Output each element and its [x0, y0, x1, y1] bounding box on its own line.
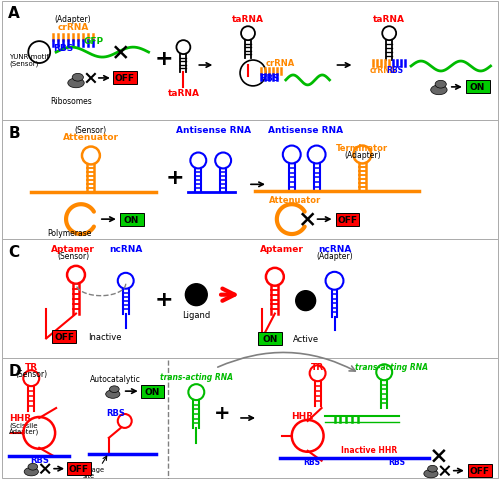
Text: (Adapter): (Adapter) — [344, 151, 381, 160]
FancyBboxPatch shape — [466, 81, 489, 94]
FancyBboxPatch shape — [140, 385, 164, 398]
Text: YUNR motif: YUNR motif — [10, 54, 50, 60]
Text: B: B — [8, 125, 20, 140]
Text: Attenuator: Attenuator — [63, 133, 119, 142]
Circle shape — [296, 291, 316, 311]
Text: ncRNA: ncRNA — [318, 245, 351, 254]
FancyBboxPatch shape — [67, 462, 91, 475]
Text: Terminator: Terminator — [336, 144, 388, 153]
Text: Antisense RNA: Antisense RNA — [176, 126, 251, 135]
Text: RBS: RBS — [106, 408, 125, 418]
Text: OFF: OFF — [69, 464, 89, 473]
Text: ON: ON — [262, 334, 278, 343]
Text: trans-acting RNA: trans-acting RNA — [160, 372, 233, 381]
Text: crRNA: crRNA — [58, 23, 88, 32]
Text: Inactive HHR: Inactive HHR — [341, 445, 398, 455]
Text: Autocatalytic: Autocatalytic — [90, 374, 141, 383]
Text: trans-acting RNA: trans-acting RNA — [354, 362, 428, 371]
Text: +: + — [214, 404, 230, 422]
Text: Adapter): Adapter) — [10, 428, 40, 434]
Text: Aptamer: Aptamer — [51, 245, 95, 254]
Text: RBS: RBS — [53, 44, 74, 52]
Text: Ligand: Ligand — [182, 311, 210, 319]
Text: (Scissile: (Scissile — [10, 422, 38, 428]
Text: Cleavage: Cleavage — [74, 466, 104, 472]
Text: Attenuator: Attenuator — [268, 195, 321, 204]
Ellipse shape — [106, 390, 120, 398]
Text: crRNA: crRNA — [266, 59, 295, 67]
Text: +: + — [154, 49, 173, 69]
Ellipse shape — [68, 79, 84, 89]
Text: D: D — [8, 363, 21, 379]
Text: Aptamer: Aptamer — [260, 245, 304, 254]
Text: (Adapter): (Adapter) — [316, 252, 353, 261]
Text: ON: ON — [470, 83, 486, 92]
Text: Ribosomes: Ribosomes — [50, 97, 92, 106]
Circle shape — [186, 284, 207, 306]
Text: HHR: HHR — [290, 412, 313, 420]
Text: RBS: RBS — [30, 455, 48, 464]
FancyBboxPatch shape — [120, 213, 144, 226]
Text: GFP: GFP — [84, 36, 104, 46]
Text: C: C — [8, 244, 20, 259]
Text: OFF: OFF — [338, 215, 357, 224]
Text: (Sensor): (Sensor) — [15, 369, 48, 378]
Text: site: site — [83, 472, 95, 478]
Ellipse shape — [428, 466, 438, 472]
Ellipse shape — [72, 74, 84, 82]
Text: (Adapter): (Adapter) — [54, 15, 92, 24]
Text: +: + — [154, 289, 173, 309]
Text: Active: Active — [293, 334, 319, 343]
Ellipse shape — [24, 468, 38, 476]
FancyBboxPatch shape — [468, 464, 491, 477]
Text: (Sensor): (Sensor) — [75, 126, 107, 135]
Text: OFF: OFF — [114, 74, 134, 83]
Text: crRNA: crRNA — [370, 66, 396, 75]
Text: Polymerase: Polymerase — [47, 228, 91, 237]
Text: OFF: OFF — [470, 466, 490, 475]
FancyBboxPatch shape — [52, 330, 76, 343]
Text: TR: TR — [311, 362, 324, 371]
FancyBboxPatch shape — [336, 213, 359, 226]
Text: A: A — [8, 6, 20, 21]
Text: +: + — [166, 168, 184, 188]
FancyBboxPatch shape — [113, 72, 136, 85]
Ellipse shape — [435, 81, 446, 89]
Text: RBS: RBS — [388, 457, 406, 466]
Text: Antisense RNA: Antisense RNA — [268, 126, 343, 135]
Text: taRNA: taRNA — [373, 15, 405, 24]
Ellipse shape — [424, 469, 438, 478]
FancyBboxPatch shape — [258, 332, 282, 345]
Ellipse shape — [430, 86, 447, 96]
Text: RBS: RBS — [386, 66, 404, 75]
Text: ON: ON — [145, 387, 160, 396]
Ellipse shape — [110, 386, 119, 393]
Text: taRNA: taRNA — [168, 89, 200, 98]
Text: RBS: RBS — [260, 74, 279, 83]
Text: ncRNA: ncRNA — [109, 245, 142, 254]
Ellipse shape — [28, 463, 38, 470]
Text: OFF: OFF — [54, 332, 74, 341]
Text: (Sensor): (Sensor) — [57, 252, 89, 261]
Text: Inactive: Inactive — [88, 332, 122, 341]
Text: ON: ON — [124, 215, 140, 224]
Text: (Sensor): (Sensor) — [10, 60, 39, 67]
Text: RBS: RBS — [303, 457, 320, 466]
Text: TR: TR — [24, 362, 38, 371]
Text: taRNA: taRNA — [232, 15, 264, 24]
Text: HHR: HHR — [10, 414, 32, 422]
